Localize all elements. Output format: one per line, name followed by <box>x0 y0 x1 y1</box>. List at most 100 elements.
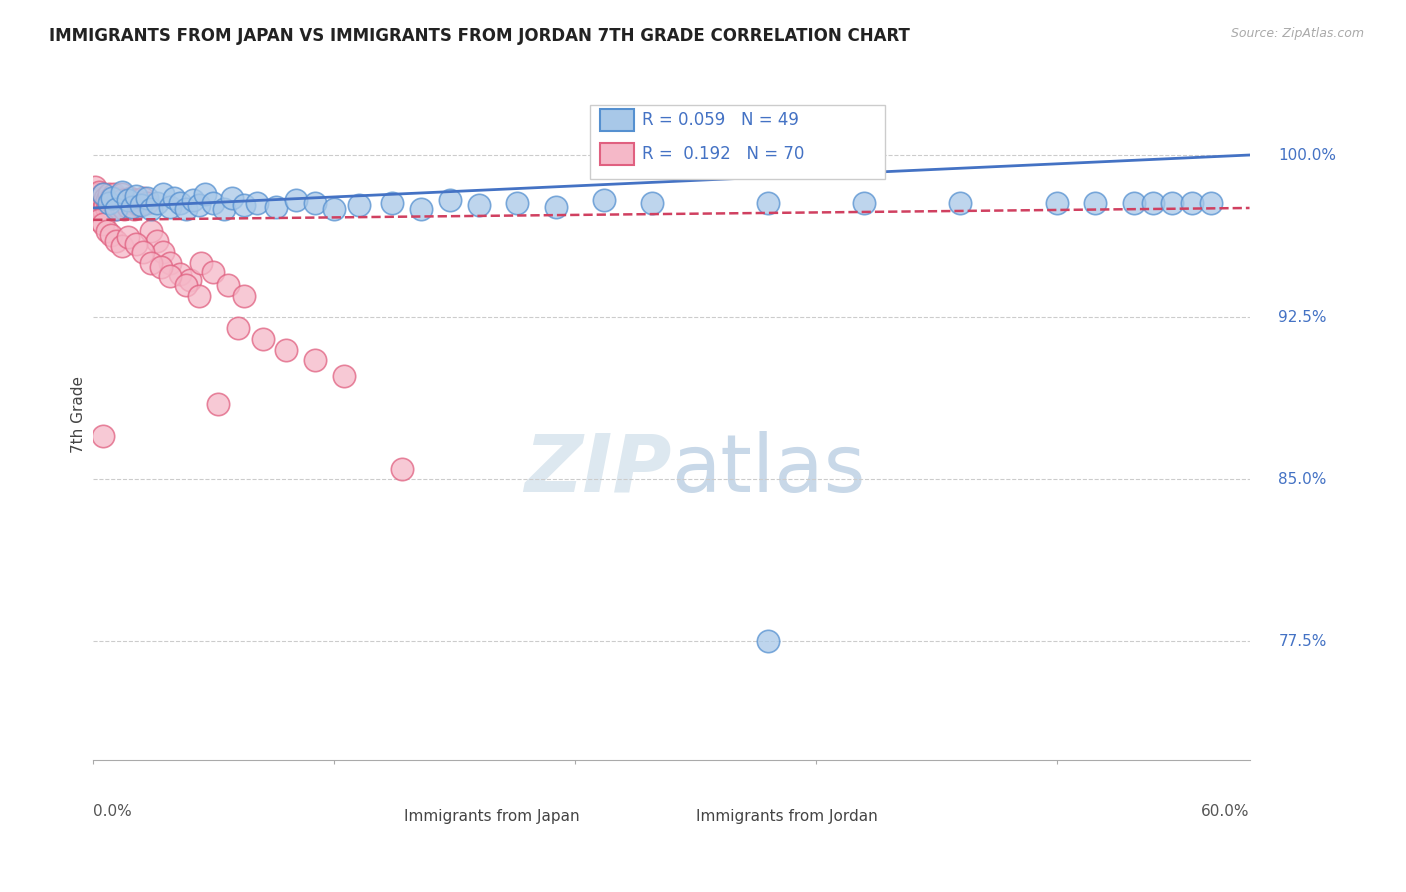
Point <box>105 235 128 249</box>
Point <box>131 198 153 212</box>
Point <box>84 195 107 210</box>
Point <box>100 191 122 205</box>
Point <box>111 185 134 199</box>
Point <box>112 202 135 216</box>
Text: 60.0%: 60.0% <box>1201 804 1250 819</box>
Point <box>91 186 114 201</box>
Point <box>159 269 181 284</box>
Point <box>96 194 118 208</box>
Point <box>169 267 191 281</box>
Point <box>1142 195 1164 210</box>
Point <box>136 191 159 205</box>
Point <box>117 200 139 214</box>
Point <box>87 200 110 214</box>
Point <box>90 191 112 205</box>
Point <box>101 191 124 205</box>
Point <box>91 217 114 231</box>
Text: 0.0%: 0.0% <box>93 804 132 819</box>
Point <box>96 224 118 238</box>
Point <box>91 429 114 443</box>
Point <box>149 260 172 275</box>
Point <box>90 198 112 212</box>
Point <box>201 265 224 279</box>
Point <box>121 195 143 210</box>
Text: 77.5%: 77.5% <box>1278 634 1327 649</box>
Point <box>159 200 181 214</box>
Point <box>212 202 235 216</box>
Point <box>221 191 243 205</box>
Text: Source: ZipAtlas.com: Source: ZipAtlas.com <box>1230 27 1364 40</box>
Point <box>139 224 162 238</box>
Point <box>136 195 159 210</box>
Point <box>949 195 972 210</box>
Point <box>139 256 162 270</box>
Point <box>756 634 779 648</box>
Text: R =  0.192   N = 70: R = 0.192 N = 70 <box>643 145 804 163</box>
Point <box>252 332 274 346</box>
FancyBboxPatch shape <box>678 784 703 804</box>
Point <box>105 195 128 210</box>
Point <box>86 202 108 216</box>
Point <box>274 343 297 357</box>
Point <box>91 195 114 210</box>
Point <box>391 461 413 475</box>
Point <box>232 288 254 302</box>
Point <box>169 195 191 210</box>
Point <box>117 230 139 244</box>
Point <box>101 194 124 208</box>
Point <box>108 198 131 212</box>
FancyBboxPatch shape <box>599 109 634 131</box>
Point <box>103 186 125 201</box>
Text: ZIP: ZIP <box>524 431 671 508</box>
Point <box>132 191 155 205</box>
FancyBboxPatch shape <box>388 784 413 804</box>
Point <box>139 202 162 216</box>
Point <box>87 194 110 208</box>
Point <box>593 194 616 208</box>
Point <box>94 198 117 212</box>
Point <box>132 245 155 260</box>
Point <box>91 186 114 201</box>
Point <box>146 235 169 249</box>
FancyBboxPatch shape <box>591 105 886 179</box>
Point <box>756 195 779 210</box>
FancyBboxPatch shape <box>599 144 634 165</box>
Point <box>101 202 124 216</box>
Point <box>332 368 354 383</box>
Point <box>87 185 110 199</box>
Point <box>304 353 326 368</box>
Text: atlas: atlas <box>671 431 866 508</box>
Point <box>117 194 139 208</box>
Point <box>91 202 114 216</box>
Point <box>347 198 370 212</box>
Point <box>304 195 326 210</box>
Point <box>124 236 146 251</box>
Point <box>97 200 120 214</box>
Point <box>94 191 117 205</box>
Point <box>107 191 129 205</box>
Y-axis label: 7th Grade: 7th Grade <box>72 376 86 453</box>
Point <box>1084 195 1107 210</box>
Point <box>159 256 181 270</box>
Point <box>163 191 186 205</box>
Point <box>146 195 169 210</box>
Point <box>188 288 211 302</box>
Point <box>115 195 138 210</box>
Point <box>121 200 143 214</box>
Point <box>544 200 567 214</box>
Point <box>1181 195 1204 210</box>
Point <box>179 273 201 287</box>
Point <box>118 191 141 205</box>
Point <box>128 198 150 212</box>
Text: R = 0.059   N = 49: R = 0.059 N = 49 <box>643 111 800 128</box>
Point <box>97 186 120 201</box>
Point <box>226 321 249 335</box>
Point <box>103 198 125 212</box>
Point <box>84 180 107 194</box>
Point <box>1161 195 1184 210</box>
Point <box>188 198 211 212</box>
Point <box>641 195 664 210</box>
Point <box>439 194 461 208</box>
Point <box>122 202 145 216</box>
Point <box>1046 195 1069 210</box>
